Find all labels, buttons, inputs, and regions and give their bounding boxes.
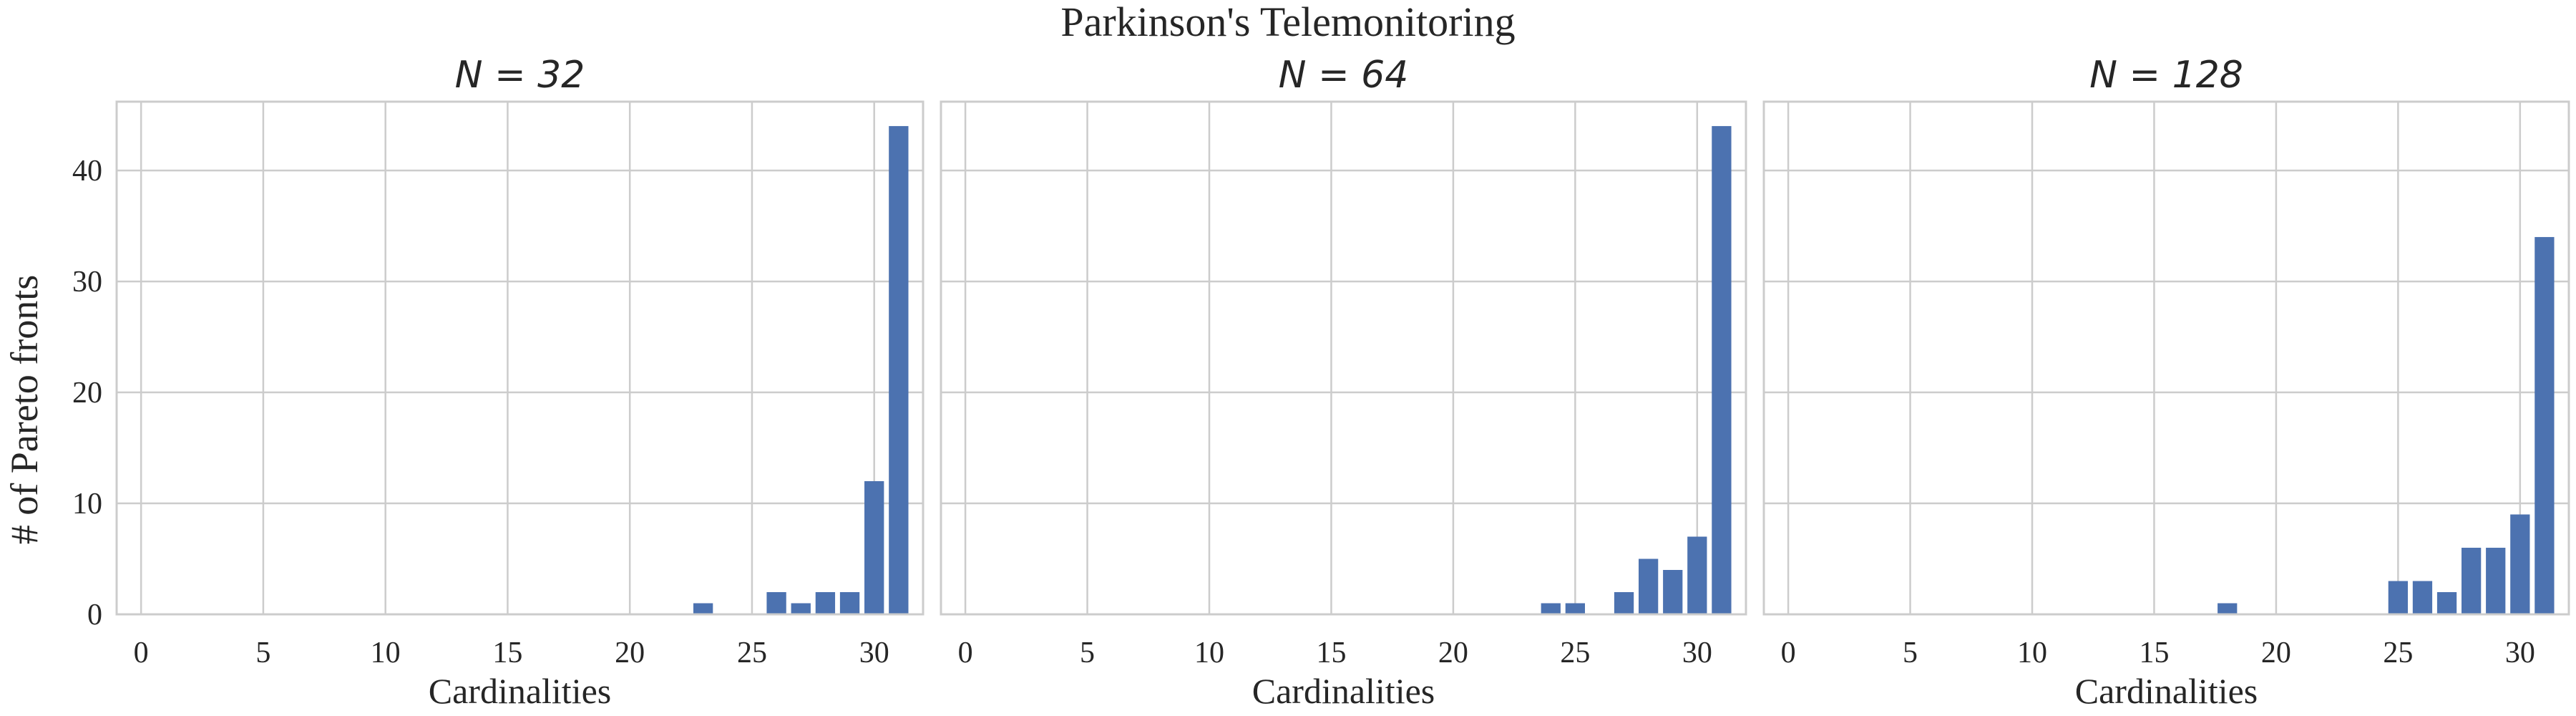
y-tick-label: 10 [72, 488, 102, 521]
y-tick-label: 20 [72, 377, 102, 410]
x-tick-label: 20 [2261, 637, 2291, 669]
axes-frame [940, 100, 1747, 616]
bar [889, 126, 909, 615]
x-tick-label: 0 [134, 637, 149, 669]
x-tick-label: 30 [859, 637, 889, 669]
bar [693, 603, 713, 614]
x-tick-label: 0 [958, 637, 973, 669]
bar [815, 592, 836, 614]
x-tick-label: 10 [1194, 637, 1224, 669]
bar [1663, 570, 1683, 614]
y-tick-label: 0 [87, 599, 102, 632]
bar [2388, 581, 2408, 614]
x-axis-label: Cardinalities [2075, 671, 2258, 711]
panels: 0 5 10 15 20 25 30 0 10 20 30 40 N = 32 Cardinalities… [72, 54, 2570, 711]
x-tick-label: 20 [615, 637, 645, 669]
bar [791, 603, 811, 614]
x-tick-label: 5 [1080, 637, 1095, 669]
x-tick-label: 15 [492, 637, 522, 669]
x-tick-label: 25 [2383, 637, 2413, 669]
y-tick-label: 30 [72, 266, 102, 299]
x-tick-label: 30 [2505, 637, 2535, 669]
x-tick-label: 15 [2139, 637, 2169, 669]
bar [1712, 126, 1732, 615]
x-tick-label: 10 [371, 637, 401, 669]
panel-title: N = 64 [1279, 54, 1409, 97]
bar [2436, 592, 2457, 614]
x-tick-label: 20 [1438, 637, 1468, 669]
bar [2510, 514, 2530, 614]
bar [1687, 536, 1707, 614]
panel-title: N = 128 [2089, 54, 2243, 97]
panel-2: 0 5 10 15 20 25 30 N = 64 Cardinalities [940, 54, 1747, 711]
x-tick-label: 25 [737, 637, 767, 669]
bar [1639, 558, 1659, 614]
x-tick-label: 25 [1560, 637, 1590, 669]
x-axis-label: Cardinalities [1252, 671, 1435, 711]
figure-suptitle: Parkinson's Telemonitoring [1060, 0, 1515, 45]
bar [2412, 581, 2433, 614]
axes-frame [1762, 100, 2570, 616]
y-tick-label: 40 [72, 155, 102, 188]
bar [766, 592, 786, 614]
axes-frame [115, 100, 924, 616]
bar [1565, 603, 1585, 614]
panel-3: 0 5 10 15 20 25 30 N = 128 Cardinalities [1762, 54, 2570, 711]
x-tick-label: 5 [1903, 637, 1918, 669]
x-tick-label: 5 [255, 637, 270, 669]
bar [1614, 592, 1634, 614]
bar [2534, 237, 2555, 614]
x-axis-label: Cardinalities [429, 671, 612, 711]
x-tick-label: 10 [2017, 637, 2047, 669]
x-tick-label: 15 [1316, 637, 1346, 669]
bar [2218, 603, 2238, 614]
bar [2462, 548, 2482, 614]
x-tick-label: 0 [1781, 637, 1796, 669]
bar [864, 481, 884, 614]
bar [839, 592, 860, 614]
bar [1541, 603, 1561, 614]
panel-1: 0 5 10 15 20 25 30 0 10 20 30 40 N = 32 Cardinalities [72, 54, 924, 711]
panel-title: N = 32 [455, 54, 585, 97]
x-tick-label: 30 [1682, 637, 1712, 669]
bar [2486, 548, 2506, 614]
y-axis-label: # of Pareto fronts [3, 275, 46, 544]
